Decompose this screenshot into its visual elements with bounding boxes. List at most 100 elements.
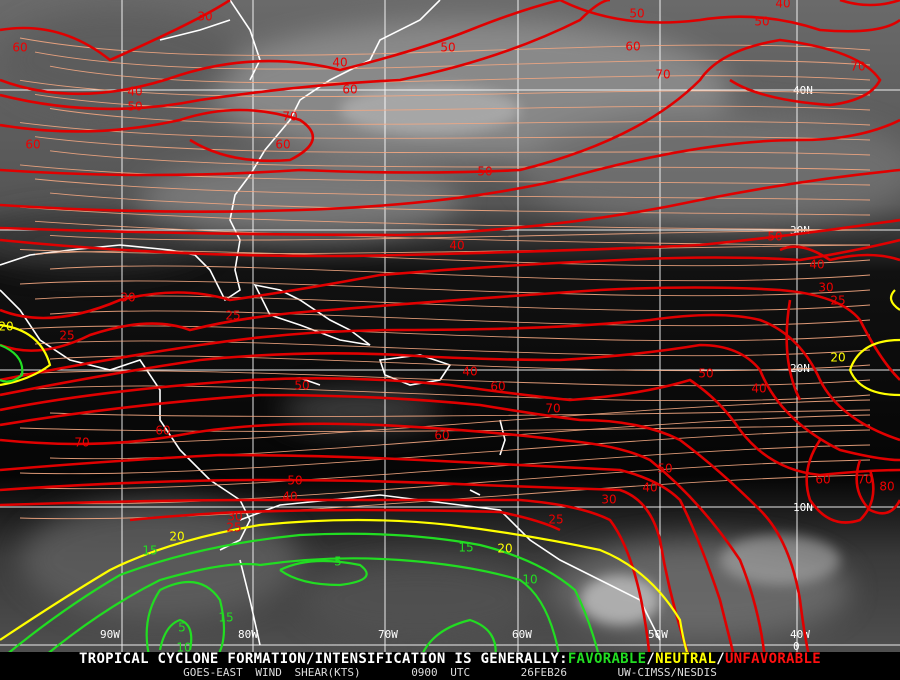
product-date: 26FEB26 — [520, 666, 568, 679]
legend-unfavorable: UNFAVORABLE — [724, 651, 821, 667]
contour-label: 30 — [227, 510, 242, 524]
contour-label: 60 — [490, 380, 505, 394]
streamline — [19, 122, 871, 141]
contour-line — [145, 580, 226, 661]
contour-line — [855, 459, 900, 515]
contour-label: 50 — [698, 367, 713, 381]
contour-line — [839, 0, 900, 7]
contour-label: 50 — [767, 230, 782, 244]
contour-line — [0, 108, 315, 163]
contour-line — [39, 557, 562, 661]
headline: TROPICAL CYCLONE FORMATION/INTENSIFICATI… — [79, 651, 568, 667]
contour-label: 20 — [169, 530, 184, 544]
product-name: GOES-EAST WIND SHEAR(KTS) — [183, 666, 361, 679]
contour-label: 15 — [142, 544, 157, 558]
contour-label: 70 — [545, 402, 560, 416]
product-info-row: GOES-EAST WIND SHEAR(KTS) 0900 UTC 26FEB… — [0, 667, 900, 679]
lat-label: 10N — [793, 501, 813, 514]
contour-line — [0, 422, 767, 661]
product-time: 0900 UTC — [411, 666, 471, 679]
streamline — [49, 150, 871, 171]
contour-line — [0, 218, 900, 258]
streamline — [34, 136, 871, 156]
contour-label: 50 — [440, 41, 455, 55]
streamline — [19, 280, 871, 297]
contour-line — [0, 118, 900, 213]
contour-label: 25 — [225, 309, 240, 323]
contour-label: 60 — [12, 41, 27, 55]
product-source: UW-CIMSS/NESDIS — [617, 666, 717, 679]
lon-label: 80W — [238, 628, 258, 641]
lon-label: 70W — [378, 628, 398, 641]
streamline — [49, 310, 871, 327]
contour-label: 50 — [477, 165, 492, 179]
contour-line — [279, 559, 368, 587]
streamline — [19, 244, 871, 255]
streamline — [34, 51, 871, 70]
streamline — [34, 385, 871, 402]
contour-line — [0, 343, 24, 383]
contour-label: 60 — [625, 40, 640, 54]
streamline — [49, 265, 871, 282]
contour-label: 50 — [287, 474, 302, 488]
contour-label: 60 — [155, 424, 170, 438]
contour-line — [0, 38, 882, 177]
streamline — [19, 206, 871, 231]
contour-label: 40 — [332, 56, 347, 70]
contour-label: 40 — [127, 85, 142, 99]
contour-label: 40 — [775, 0, 790, 11]
contour-line — [0, 323, 52, 387]
streamline — [49, 409, 871, 417]
contour-label: 60 — [434, 429, 449, 443]
contour-line — [0, 343, 900, 462]
contour-label: 70 — [74, 436, 89, 450]
contour-line — [0, 393, 812, 661]
contour-label: 70 — [850, 60, 865, 74]
legend-favorable: FAVORABLE — [567, 651, 647, 667]
contour-label: 60 — [275, 138, 290, 152]
contour-line — [889, 289, 900, 311]
contour-label: 30 — [818, 281, 833, 295]
contour-label: 5 — [334, 555, 342, 569]
contour-line — [0, 498, 652, 661]
contour-label: 40 — [751, 382, 766, 396]
streamline — [49, 108, 871, 126]
contour-label: 70 — [857, 473, 872, 487]
lat-label: 40N — [793, 84, 813, 97]
contour-line — [848, 338, 900, 397]
contour-label: 50 — [754, 15, 769, 29]
contour-line — [0, 518, 691, 661]
contour-label: 20 — [830, 351, 845, 365]
contour-label: 40 — [462, 365, 477, 379]
streamline — [49, 355, 871, 372]
contour-line — [0, 453, 737, 661]
contour-label: 40 — [282, 490, 297, 504]
streamline — [49, 459, 871, 505]
contour-label: 80 — [879, 480, 894, 494]
contour-line — [0, 238, 900, 320]
contour-label: 60 — [25, 138, 40, 152]
contour-label: 25 — [548, 513, 563, 527]
contour-label: 30 — [120, 291, 135, 305]
legend-separator: / — [716, 651, 725, 667]
streamline — [34, 93, 871, 111]
contour-label: 15 — [218, 611, 233, 625]
contour-line — [0, 168, 900, 237]
contours-unfavorable — [0, 0, 900, 661]
streamline — [34, 399, 871, 445]
streamline — [49, 65, 871, 84]
cloud-highlights — [340, 85, 840, 625]
wind-streamlines — [19, 37, 871, 520]
streamline — [19, 429, 871, 475]
contour-label: 50 — [629, 7, 644, 21]
contour-label: 30 — [601, 493, 616, 507]
contour-label: 70 — [282, 110, 297, 124]
streamline — [19, 424, 871, 432]
contour-line — [0, 313, 900, 442]
contour-line — [0, 377, 900, 477]
contour-label: 50 — [294, 379, 309, 393]
contour-line — [779, 245, 900, 401]
streamline — [34, 178, 871, 201]
lon-label: 90W — [100, 628, 120, 641]
